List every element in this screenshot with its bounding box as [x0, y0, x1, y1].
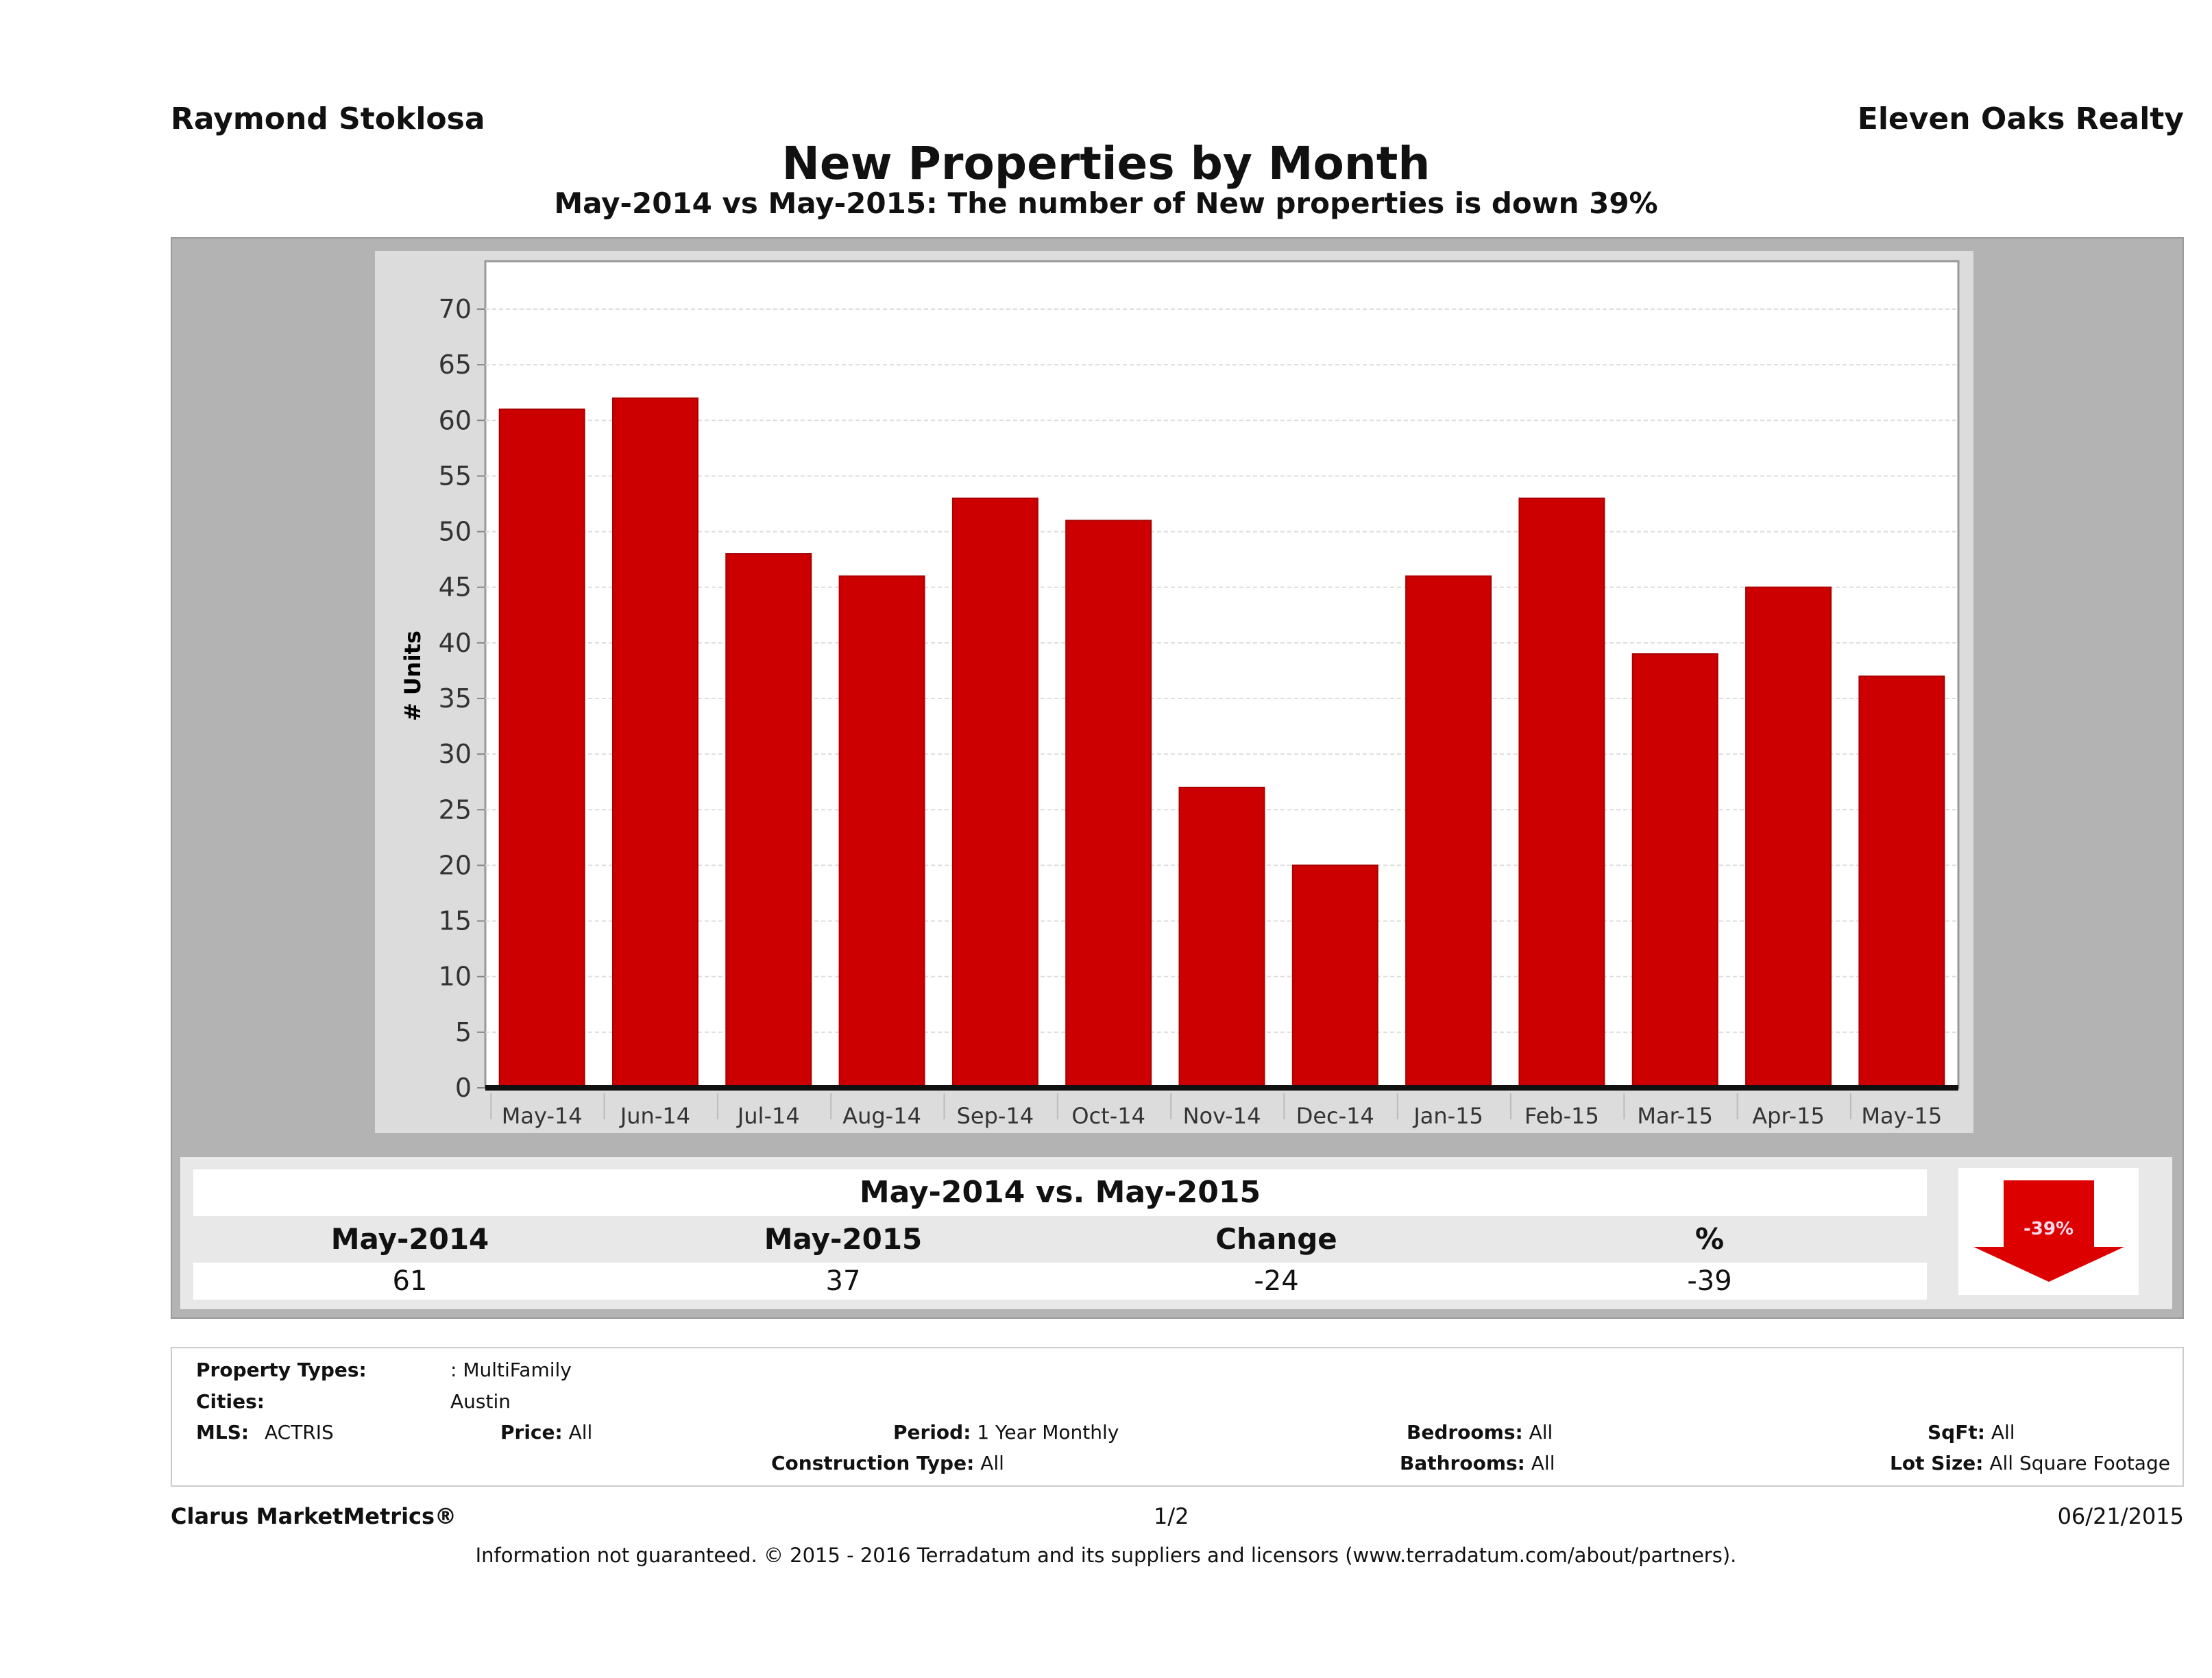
- x-tick-label: Oct-14: [1071, 1103, 1145, 1129]
- comparison-value-row: 61 37 -24 -39: [193, 1263, 1927, 1300]
- bar-chart: 0 5 10 15 20 25 30 35 40 45 50 55 60 65 70 May-14 Jun-14…: [400, 260, 1960, 1129]
- lot-size-value: All Square Footage: [1989, 1452, 2170, 1474]
- bathrooms-label: Bathrooms:: [1400, 1452, 1525, 1474]
- sqft-label: SqFt:: [1928, 1421, 1985, 1444]
- mls-label: MLS:: [196, 1421, 250, 1444]
- cities-value: Austin: [450, 1390, 511, 1413]
- x-tick-label: May-15: [1861, 1103, 1942, 1129]
- change-badge-text: -39%: [2023, 1219, 2074, 1239]
- y-tick-label: 15: [439, 906, 472, 936]
- x-tick-label: Jul-14: [736, 1103, 800, 1129]
- bar-may-14: [498, 409, 585, 1089]
- x-tick-label: Feb-15: [1524, 1103, 1599, 1129]
- bar-dec-14: [1291, 864, 1378, 1089]
- y-tick-label: 20: [439, 850, 472, 880]
- value-may-2015: 37: [825, 1265, 861, 1297]
- y-tick-label: 45: [439, 572, 472, 603]
- report-date: 06/21/2015: [2057, 1503, 2184, 1529]
- header-change: Change: [1215, 1222, 1337, 1256]
- brokerage-name: Eleven Oaks Realty: [1857, 101, 2184, 136]
- x-tick-label: May-14: [502, 1103, 583, 1129]
- mls-value: ACTRIS: [264, 1421, 334, 1444]
- x-tick-label: Sep-14: [957, 1103, 1034, 1129]
- x-tick-label: Apr-15: [1752, 1103, 1825, 1129]
- y-tick-label: 35: [439, 683, 472, 714]
- sqft-value: All: [1991, 1421, 2015, 1444]
- bar-apr-15: [1745, 586, 1832, 1089]
- bedrooms-label: Bedrooms:: [1407, 1421, 1523, 1444]
- y-tick-label: 25: [439, 794, 472, 825]
- y-tick-label: 60: [439, 405, 472, 435]
- bar-may-15: [1858, 675, 1945, 1089]
- period-value: 1 Year Monthly: [977, 1421, 1119, 1444]
- bar-jul-14: [725, 553, 812, 1089]
- footer-brand: Clarus MarketMetrics®: [171, 1503, 457, 1529]
- header-percent: %: [1694, 1222, 1725, 1256]
- bar-feb-15: [1518, 497, 1605, 1089]
- construction-value: All: [980, 1452, 1004, 1474]
- x-tick-label: Jan-15: [1412, 1103, 1483, 1129]
- y-tick-label: 65: [439, 350, 472, 380]
- filters-panel: [171, 1347, 2184, 1487]
- bedrooms-value: All: [1529, 1421, 1553, 1444]
- price-label: Price:: [500, 1421, 563, 1444]
- agent-name: Raymond Stoklosa: [171, 101, 485, 136]
- y-tick-label: 55: [439, 461, 472, 491]
- y-tick-label: 40: [439, 628, 472, 658]
- cities-label: Cities:: [196, 1390, 265, 1413]
- property-types-label: Property Types:: [196, 1359, 367, 1381]
- header-may-2014: May-2014: [330, 1222, 489, 1256]
- chart-subtitle: May-2014 vs May-2015: The number of New …: [554, 186, 1658, 220]
- value-change: -24: [1254, 1265, 1299, 1297]
- x-tick-label: Nov-14: [1183, 1103, 1261, 1129]
- construction-label: Construction Type:: [771, 1452, 975, 1474]
- bar-jan-15: [1405, 575, 1492, 1089]
- page-number: 1/2: [1154, 1503, 1189, 1529]
- x-tick-label: Mar-15: [1637, 1103, 1713, 1129]
- bar-jun-14: [611, 397, 698, 1089]
- y-tick-label: 30: [439, 739, 472, 769]
- x-tick-label: Dec-14: [1296, 1103, 1374, 1129]
- disclaimer: Information not guaranteed. © 2015 - 201…: [475, 1544, 1737, 1567]
- bar-aug-14: [838, 575, 925, 1089]
- y-axis-label: # Units: [400, 631, 426, 721]
- change-badge: -39%: [1958, 1168, 2139, 1295]
- period-label: Period:: [893, 1421, 971, 1444]
- bar-oct-14: [1065, 520, 1152, 1089]
- header-may-2015: May-2015: [764, 1222, 923, 1256]
- lot-size-label: Lot Size:: [1890, 1452, 1984, 1474]
- x-tick-label: Aug-14: [842, 1103, 921, 1129]
- chart-title: New Properties by Month: [781, 137, 1431, 190]
- comparison-header-row: May-2014 May-2015 Change %: [193, 1219, 1927, 1260]
- y-tick-label: 50: [439, 517, 472, 547]
- value-may-2014: 61: [392, 1265, 428, 1297]
- down-arrow-icon: [1973, 1180, 2124, 1282]
- bar-nov-14: [1178, 786, 1265, 1089]
- property-types-value: : MultiFamily: [450, 1359, 572, 1381]
- y-tick-label: 10: [439, 962, 472, 992]
- bar-mar-15: [1631, 653, 1718, 1089]
- price-value: All: [568, 1421, 593, 1444]
- y-tick-label: 0: [455, 1073, 472, 1103]
- bar-sep-14: [951, 497, 1038, 1089]
- y-tick-label: 70: [439, 294, 472, 324]
- y-tick-label: 5: [455, 1017, 472, 1047]
- bathrooms-value: All: [1531, 1452, 1555, 1474]
- x-tick-label: Jun-14: [619, 1103, 690, 1129]
- comparison-title: May-2014 vs. May-2015: [193, 1169, 1927, 1216]
- value-percent: -39: [1687, 1265, 1732, 1297]
